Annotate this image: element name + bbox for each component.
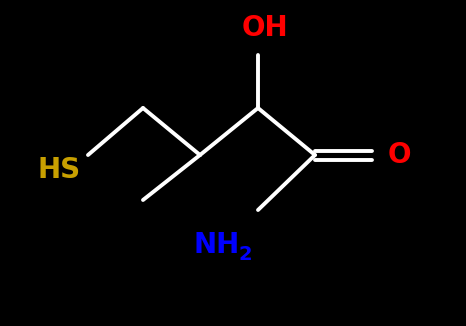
Text: NH: NH	[193, 231, 239, 259]
Text: OH: OH	[242, 14, 288, 42]
Text: O: O	[388, 141, 411, 169]
Text: HS: HS	[38, 156, 81, 184]
Text: 2: 2	[238, 245, 252, 264]
